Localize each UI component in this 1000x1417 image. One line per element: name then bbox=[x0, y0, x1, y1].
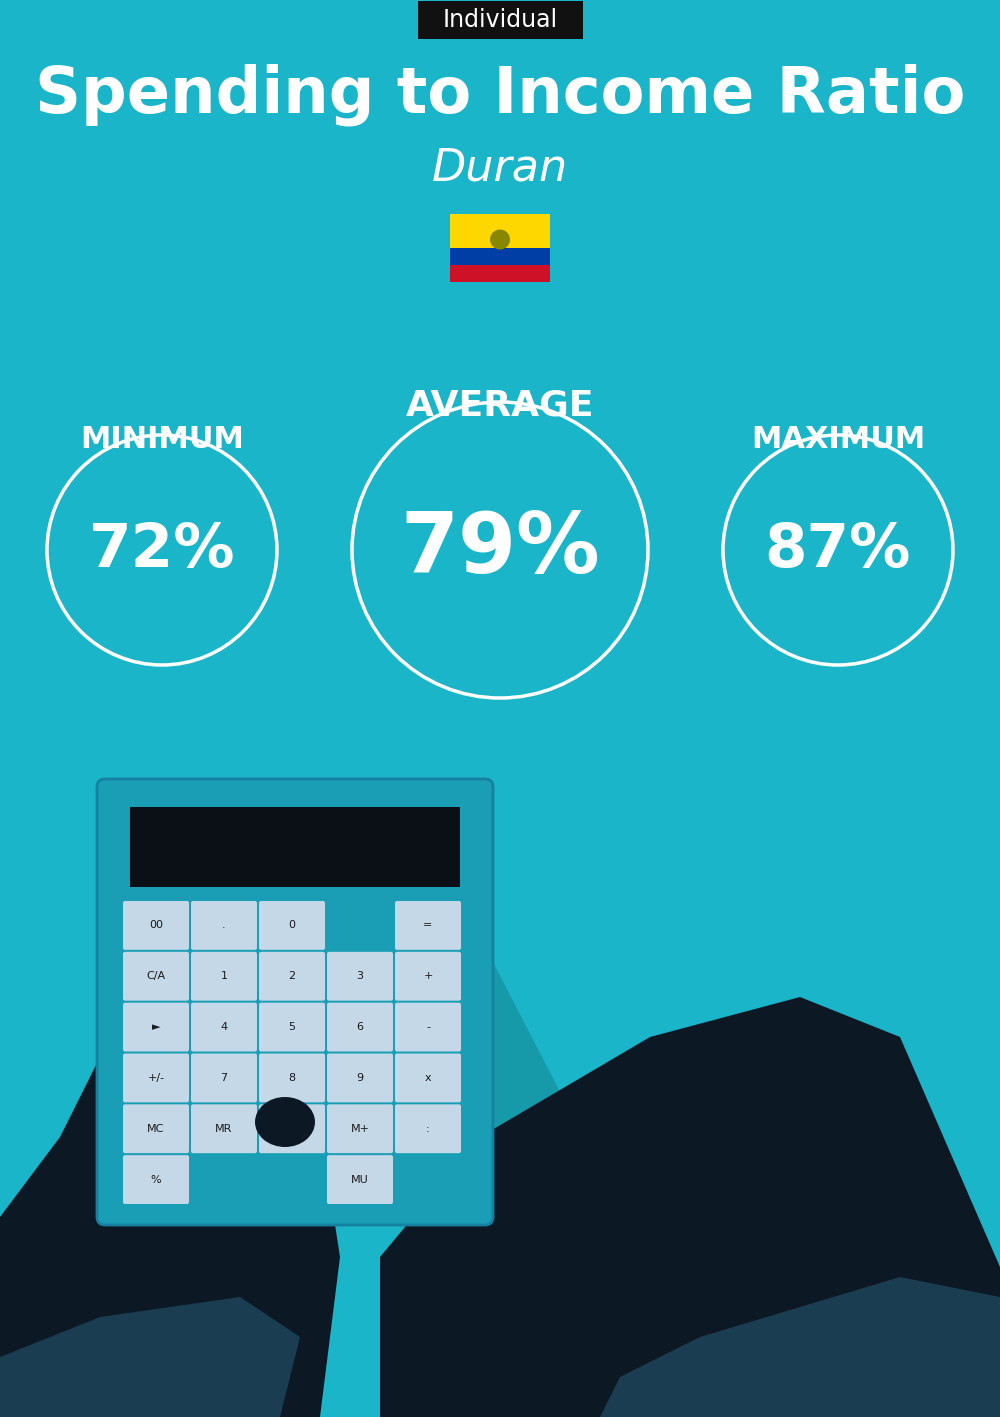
FancyBboxPatch shape bbox=[327, 1104, 393, 1153]
FancyBboxPatch shape bbox=[327, 952, 393, 1000]
Bar bbox=[130, 808, 460, 887]
Bar bbox=[690, 1339, 810, 1350]
Text: Duran: Duran bbox=[432, 146, 568, 190]
FancyBboxPatch shape bbox=[259, 1104, 325, 1153]
Text: 72%: 72% bbox=[89, 520, 235, 580]
Polygon shape bbox=[0, 966, 340, 1417]
Bar bbox=[690, 1355, 810, 1367]
Text: ►: ► bbox=[152, 1022, 160, 1032]
FancyBboxPatch shape bbox=[395, 1003, 461, 1051]
FancyBboxPatch shape bbox=[395, 952, 461, 1000]
Text: MU: MU bbox=[351, 1175, 369, 1185]
Text: M+: M+ bbox=[351, 1124, 370, 1134]
Polygon shape bbox=[0, 1297, 300, 1417]
FancyBboxPatch shape bbox=[191, 901, 257, 949]
FancyBboxPatch shape bbox=[123, 1003, 189, 1051]
Bar bbox=[788, 1237, 812, 1257]
Bar bbox=[655, 1170, 685, 1220]
Text: 0: 0 bbox=[288, 921, 296, 931]
Text: :: : bbox=[426, 1124, 430, 1134]
FancyBboxPatch shape bbox=[259, 901, 325, 949]
Text: Spending to Income Ratio: Spending to Income Ratio bbox=[35, 64, 965, 126]
Text: Individual: Individual bbox=[442, 9, 558, 33]
Bar bbox=[450, 248, 550, 265]
FancyBboxPatch shape bbox=[259, 1053, 325, 1102]
Polygon shape bbox=[380, 998, 1000, 1417]
FancyBboxPatch shape bbox=[191, 1053, 257, 1102]
Bar bbox=[600, 1297, 640, 1367]
Text: 4: 4 bbox=[220, 1022, 228, 1032]
Bar bbox=[510, 1240, 730, 1367]
Text: %: % bbox=[151, 1175, 161, 1185]
Bar bbox=[690, 1323, 810, 1335]
Text: $: $ bbox=[854, 1295, 887, 1339]
FancyBboxPatch shape bbox=[123, 1155, 189, 1204]
Text: +/-: +/- bbox=[147, 1073, 165, 1083]
Text: +: + bbox=[423, 971, 433, 981]
FancyBboxPatch shape bbox=[123, 1053, 189, 1102]
FancyBboxPatch shape bbox=[123, 952, 189, 1000]
FancyBboxPatch shape bbox=[123, 901, 189, 949]
Polygon shape bbox=[700, 1057, 820, 1367]
Text: 3: 3 bbox=[356, 971, 364, 981]
FancyBboxPatch shape bbox=[97, 779, 493, 1226]
FancyBboxPatch shape bbox=[123, 1104, 189, 1153]
Text: MAXIMUM: MAXIMUM bbox=[751, 425, 925, 455]
FancyBboxPatch shape bbox=[327, 1003, 393, 1051]
FancyBboxPatch shape bbox=[395, 1053, 461, 1102]
Bar bbox=[690, 1348, 810, 1359]
FancyBboxPatch shape bbox=[191, 1003, 257, 1051]
FancyBboxPatch shape bbox=[191, 1104, 257, 1153]
Text: =: = bbox=[423, 921, 433, 931]
FancyBboxPatch shape bbox=[327, 1155, 393, 1204]
Text: 1: 1 bbox=[220, 971, 228, 981]
FancyBboxPatch shape bbox=[395, 1104, 461, 1153]
Text: -: - bbox=[426, 1022, 430, 1032]
Text: C/A: C/A bbox=[146, 971, 166, 981]
Bar bbox=[450, 265, 550, 282]
FancyBboxPatch shape bbox=[395, 901, 461, 949]
FancyBboxPatch shape bbox=[418, 1, 582, 40]
Text: .: . bbox=[222, 921, 226, 931]
Text: 87%: 87% bbox=[765, 520, 911, 580]
FancyBboxPatch shape bbox=[191, 952, 257, 1000]
Text: MR: MR bbox=[215, 1124, 233, 1134]
FancyBboxPatch shape bbox=[259, 1003, 325, 1051]
Text: x: x bbox=[425, 1073, 431, 1083]
Text: 00: 00 bbox=[149, 921, 163, 931]
Circle shape bbox=[490, 230, 510, 249]
Ellipse shape bbox=[760, 1253, 840, 1342]
Text: MINIMUM: MINIMUM bbox=[80, 425, 244, 455]
Text: MC: MC bbox=[147, 1124, 165, 1134]
Text: 5: 5 bbox=[288, 1022, 296, 1032]
Ellipse shape bbox=[255, 1097, 315, 1146]
Polygon shape bbox=[380, 937, 580, 1367]
Text: 6: 6 bbox=[356, 1022, 364, 1032]
Bar bbox=[852, 1230, 888, 1255]
FancyBboxPatch shape bbox=[327, 1053, 393, 1102]
Polygon shape bbox=[600, 1277, 1000, 1417]
Text: AVERAGE: AVERAGE bbox=[406, 388, 594, 422]
Text: 8: 8 bbox=[288, 1073, 296, 1083]
Text: 9: 9 bbox=[356, 1073, 364, 1083]
Text: M-: M- bbox=[285, 1124, 299, 1134]
Ellipse shape bbox=[810, 1247, 930, 1387]
FancyBboxPatch shape bbox=[259, 952, 325, 1000]
Text: 2: 2 bbox=[288, 971, 296, 981]
Polygon shape bbox=[495, 1136, 745, 1240]
Text: 79%: 79% bbox=[400, 510, 600, 591]
Text: 7: 7 bbox=[220, 1073, 228, 1083]
Bar bbox=[690, 1331, 810, 1343]
Text: $: $ bbox=[789, 1282, 811, 1312]
Bar bbox=[450, 214, 550, 248]
